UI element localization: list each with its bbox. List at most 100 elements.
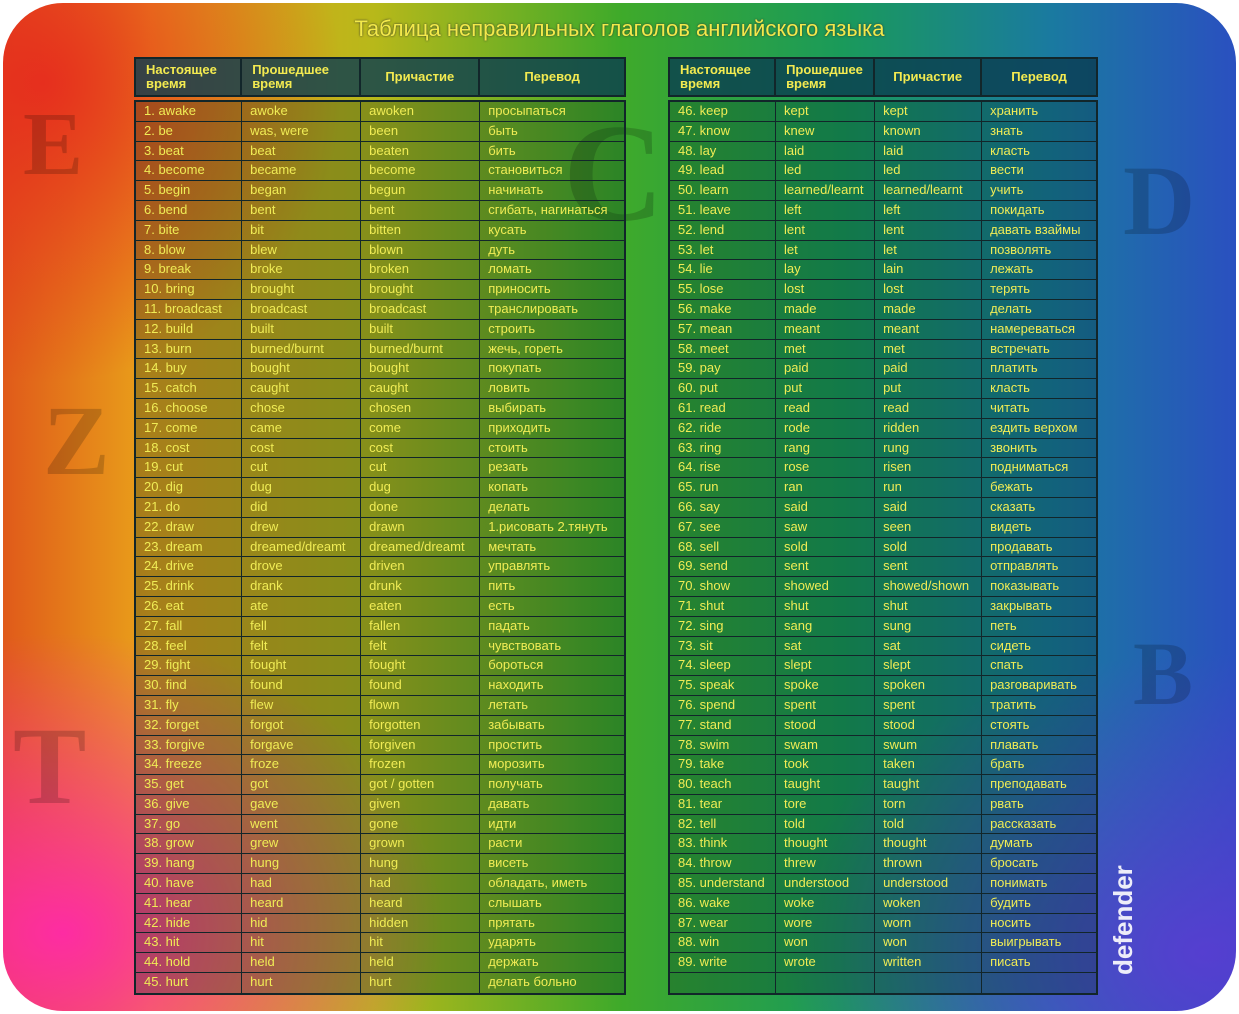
cell-participle: chosen: [361, 398, 481, 418]
cell-present: 31. fly: [136, 695, 243, 715]
cell-participle: built: [361, 319, 481, 339]
cell-translation: прятать: [488, 914, 535, 930]
cell-present: 29. fight: [136, 656, 243, 676]
cell-participle: hidden: [361, 913, 481, 933]
cell-present: 10. bring: [136, 280, 243, 299]
cell-present: 39. hang: [136, 854, 243, 874]
table-row: 79. take took taken брать: [670, 755, 1096, 776]
cell-participle: written: [875, 953, 983, 973]
cell-participle: grown: [361, 834, 481, 854]
cell-participle: woken: [875, 893, 983, 913]
table-row: 88. win won won выигрывать: [670, 933, 1096, 954]
table-row: 63. ring rang rung звонить: [670, 438, 1096, 459]
cell-past: fought: [242, 656, 362, 676]
cell-translation: сказать: [990, 498, 1036, 514]
cell-translation: ударять: [488, 934, 536, 950]
cell-past: sat: [776, 636, 876, 656]
cell-participle: stood: [875, 715, 983, 735]
table-row: 43. hit hit hit ударять: [136, 933, 624, 954]
cell-past: led: [776, 161, 876, 181]
cell-present: 68. sell: [670, 537, 776, 557]
table-row: 30. find found found находить: [136, 676, 624, 696]
cell-present: 11. broadcast: [136, 299, 243, 319]
table-row: 20. dig dug dug копать: [136, 478, 624, 498]
cell-past: rose: [776, 458, 876, 478]
cell-participle: broken: [361, 260, 481, 280]
cell-translation: плавать: [990, 736, 1039, 752]
cell-participle: laid: [875, 141, 983, 161]
table-row: 10. bring brought brought приносить: [136, 280, 624, 300]
table-row: 7. bite bit bitten кусать: [136, 220, 624, 241]
cell-past: gave: [242, 794, 362, 814]
cell-participle: showed/shown: [875, 577, 983, 596]
cell-past: caught: [242, 379, 362, 398]
cell-present: 14. buy: [136, 359, 243, 379]
cell-past: woke: [776, 893, 876, 913]
cell-translation: чувствовать: [488, 637, 562, 653]
decorative-letter: Z: [43, 385, 110, 496]
table-row: 24. drive drove driven управлять: [136, 557, 624, 578]
table-row: 70. show showed showed/shown показывать: [670, 577, 1096, 597]
table-row: 27. fall fell fallen падать: [136, 616, 624, 637]
cell-present: 83. think: [670, 834, 776, 854]
table-header: Настоящее время Прошедшее время Причасти…: [134, 57, 626, 97]
cell-present: 77. stand: [670, 715, 776, 735]
cell-translation: брать: [990, 756, 1025, 772]
header-translation: Перевод: [524, 69, 580, 84]
table-row: 77. stand stood stood стоять: [670, 715, 1096, 736]
cell-present: 37. go: [136, 814, 243, 834]
cell-translation: морозить: [488, 756, 545, 772]
cell-past: lay: [776, 260, 876, 280]
cell-present: 59. pay: [670, 359, 776, 379]
table-row: 86. wake woke woken будить: [670, 893, 1096, 914]
cell-past: taught: [776, 775, 876, 794]
cell-past: went: [242, 814, 362, 834]
cell-past: swam: [776, 735, 876, 755]
cell-participle: beaten: [361, 141, 481, 161]
table-row: 75. speak spoke spoken разговаривать: [670, 676, 1096, 696]
cell-past: lent: [776, 220, 876, 240]
cell-present: 45. hurt: [136, 973, 243, 993]
table-row: 82. tell told told рассказать: [670, 814, 1096, 835]
cell-present: 61. read: [670, 398, 776, 418]
table-row: 60. put put put класть: [670, 379, 1096, 399]
cell-translation: будить: [990, 894, 1031, 910]
cell-translation: транслировать: [488, 300, 579, 316]
cell-present: 2. be: [136, 121, 243, 141]
cell-translation: показывать: [990, 578, 1060, 594]
cell-present: 82. tell: [670, 814, 776, 834]
cell-past: wrote: [776, 953, 876, 973]
cell-past: cost: [242, 438, 362, 458]
cell-past: cut: [242, 458, 362, 478]
cell-past: drew: [242, 517, 362, 537]
cell-present: 75. speak: [670, 676, 776, 695]
table-row: 72. sing sang sung петь: [670, 616, 1096, 637]
cell-participle: shut: [875, 596, 983, 616]
cell-present: 73. sit: [670, 636, 776, 656]
cell-present: 34. freeze: [136, 755, 243, 775]
table-row: 65. run ran run бежать: [670, 478, 1096, 498]
decorative-letter: C: [563, 96, 665, 251]
cell-present: 36. give: [136, 794, 243, 814]
cell-participle: worn: [875, 913, 983, 933]
cell-present: 74. sleep: [670, 656, 776, 676]
cell-translation: висеть: [488, 855, 529, 871]
cell-participle: put: [875, 379, 983, 398]
cell-participle: driven: [361, 557, 481, 577]
cell-translation: расти: [488, 835, 523, 851]
cell-present: 56. make: [670, 299, 776, 319]
cell-past: [776, 973, 876, 993]
cell-translation: получать: [488, 776, 543, 792]
cell-present: 78. swim: [670, 735, 776, 755]
cell-present: 46. keep: [670, 102, 776, 121]
cell-past: sang: [776, 616, 876, 636]
cell-past: grew: [242, 834, 362, 854]
cell-participle: told: [875, 814, 983, 834]
cell-participle: fought: [361, 656, 481, 676]
cell-participle: said: [875, 497, 983, 517]
table-row: 83. think thought thought думать: [670, 834, 1096, 855]
cell-translation: [982, 973, 1096, 993]
cell-past: beat: [242, 141, 362, 161]
cell-present: 80. teach: [670, 775, 776, 794]
cell-translation: бежать: [990, 479, 1033, 495]
